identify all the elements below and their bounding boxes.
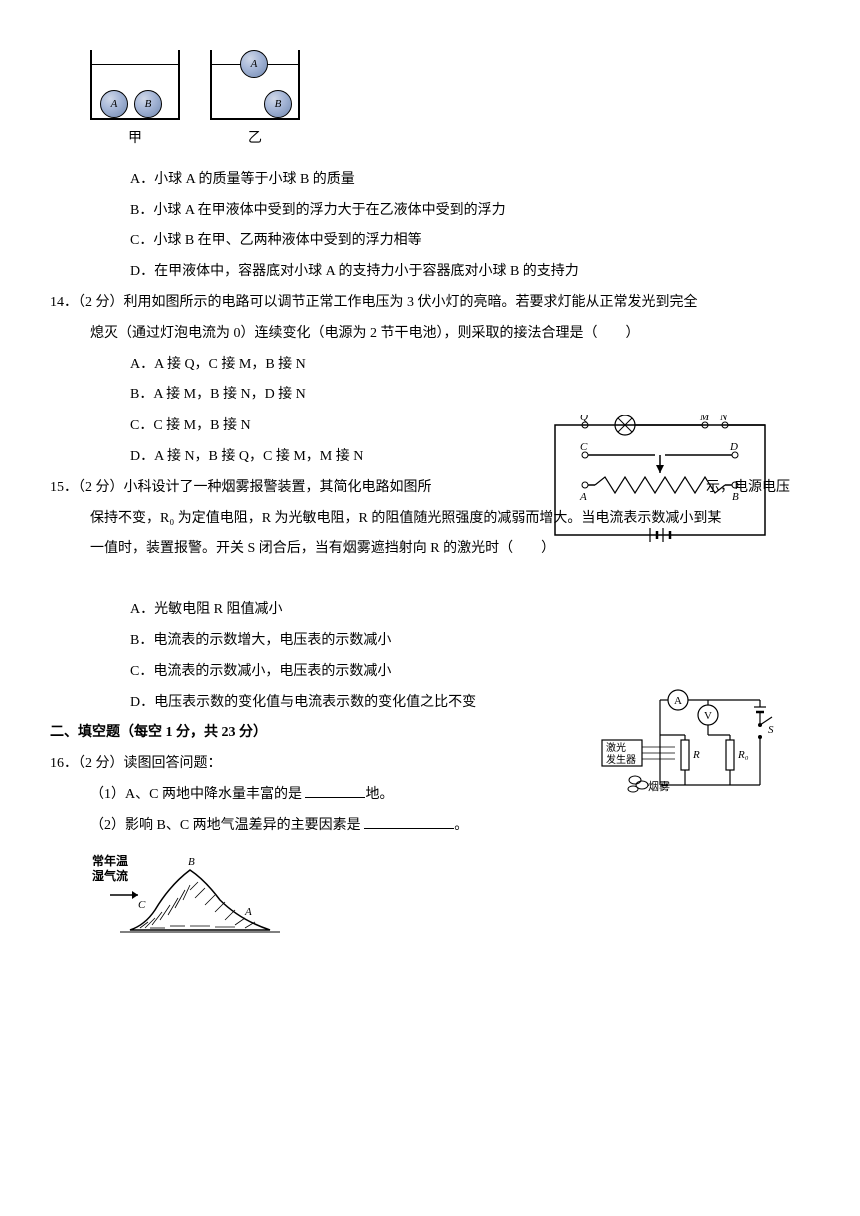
beaker-jia: A B 甲 (90, 50, 180, 155)
q16-sub2: （2）影响 B、C 两地气温差异的主要因素是 。 (90, 811, 800, 842)
svg-text:Q: Q (580, 415, 588, 423)
ball-a-yi: A (240, 50, 268, 78)
mountain-diagram: 常年温 湿气流 C B A (90, 850, 290, 950)
svg-text:A: A (579, 491, 587, 503)
svg-text:R₀: R₀ (737, 749, 749, 761)
blank-q16-1[interactable] (305, 780, 365, 798)
q13-option-a: A．小球 A 的质量等于小球 B 的质量 (130, 165, 800, 196)
svg-text:M: M (699, 415, 710, 423)
label-jia: 甲 (90, 124, 180, 155)
svg-text:发生器: 发生器 (606, 753, 636, 766)
q14-cont: 熄灭（通过灯泡电流为 0）连续变化（电源为 2 节干电池），则采取的接法合理是（… (90, 319, 800, 350)
svg-text:A: A (674, 695, 682, 707)
svg-text:B: B (732, 491, 739, 503)
q15-option-c: C．电流表的示数减小，电压表的示数减小 (130, 657, 800, 688)
svg-text:C: C (138, 899, 146, 911)
q13-option-b: B．小球 A 在甲液体中受到的浮力大于在乙液体中受到的浮力 (130, 196, 800, 227)
svg-text:烟雾: 烟雾 (648, 779, 670, 793)
svg-text:D: D (729, 441, 738, 453)
q16-sub1-pre: （1）A、C 两地中降水量丰富的是 (90, 787, 305, 802)
q15-option-b: B．电流表的示数增大，电压表的示数减小 (130, 626, 800, 657)
circuit-q14: Q M N C D A B (550, 415, 770, 545)
svg-text:C: C (580, 441, 588, 453)
ball-b-yi: B (264, 90, 292, 118)
q13-option-d: D．在甲液体中，容器底对小球 A 的支持力小于容器底对小球 B 的支持力 (130, 257, 800, 288)
circuit-q15: A S V R₀ R 激光 发生器 烟雾 (600, 685, 790, 805)
q16-sub1-post: 地。 (365, 787, 393, 802)
q16-sub2-post: 。 (454, 818, 468, 833)
q15-stem1: 15．（2 分）小科设计了一种烟雾报警装置，其简化电路如图所 (50, 473, 432, 504)
label-yi: 乙 (210, 124, 300, 155)
svg-text:常年温: 常年温 (92, 853, 128, 868)
beaker-yi: A B 乙 (210, 50, 300, 155)
svg-text:V: V (704, 710, 712, 722)
svg-text:B: B (188, 856, 195, 868)
q14-option-a: A．A 接 Q，C 接 M，B 接 N (130, 350, 800, 381)
ball-a-jia: A (100, 90, 128, 118)
q14-stem: 14．（2 分）利用如图所示的电路可以调节正常工作电压为 3 伏小灯的亮暗。若要… (50, 288, 800, 319)
svg-text:R: R (692, 749, 700, 761)
svg-text:N: N (719, 415, 728, 423)
svg-text:激光: 激光 (606, 741, 626, 754)
svg-text:S: S (768, 724, 774, 736)
blank-q16-2[interactable] (364, 811, 454, 829)
ball-b-jia: B (134, 90, 162, 118)
q13-option-c: C．小球 B 在甲、乙两种液体中受到的浮力相等 (130, 226, 800, 257)
q15-option-a: A．光敏电阻 R 阻值减小 (130, 595, 800, 626)
svg-text:湿气流: 湿气流 (92, 868, 128, 883)
q14-option-b: B．A 接 M，B 接 N，D 接 N (130, 380, 800, 411)
beaker-diagrams: A B 甲 A B 乙 (90, 50, 800, 155)
svg-text:A: A (244, 906, 252, 918)
q16-sub2-pre: （2）影响 B、C 两地气温差异的主要因素是 (90, 818, 364, 833)
